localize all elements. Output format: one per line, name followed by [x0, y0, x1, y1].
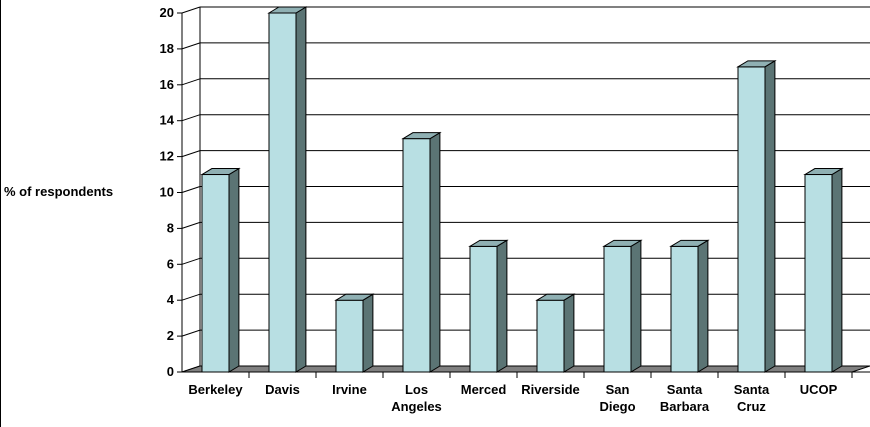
- bar: [334, 293, 375, 373]
- x-tick-label: UCOP: [800, 382, 838, 397]
- bar: [200, 167, 241, 373]
- bar-top: [803, 168, 844, 176]
- gridline-depth: [181, 6, 201, 14]
- bar-side: [764, 59, 776, 373]
- bar: [267, 6, 308, 373]
- bar-side: [228, 167, 240, 373]
- bar-side: [496, 239, 508, 373]
- bar-top: [468, 239, 509, 247]
- bar-top: [401, 132, 442, 140]
- bar-top: [334, 293, 375, 301]
- x-tick-labels: Berkeley Davis Irvine Los Angeles Merced River…: [188, 382, 837, 414]
- x-tick-label: Los Angeles: [391, 382, 442, 414]
- x-tick-label: Irvine: [332, 382, 367, 397]
- y-tick-label: 18: [160, 41, 174, 56]
- gridline-depth: [181, 257, 201, 265]
- bar-front: [402, 138, 431, 373]
- y-tick-label: 14: [160, 113, 175, 128]
- y-tick-label: 2: [167, 328, 174, 343]
- bar: [736, 59, 777, 373]
- y-axis-label: % of respondents: [4, 184, 114, 199]
- bar-side: [630, 239, 642, 373]
- bar-side: [362, 293, 374, 373]
- bar-front: [804, 174, 833, 373]
- bar: [803, 167, 844, 373]
- bar-side: [831, 167, 843, 373]
- y-tick-label: 0: [167, 364, 174, 379]
- gridline-depth: [181, 293, 201, 301]
- y-tick-label: 6: [167, 256, 174, 271]
- bar-front: [670, 245, 699, 373]
- gridline-depth: [181, 186, 201, 193]
- bar-top: [200, 168, 241, 176]
- bar-front: [335, 299, 364, 373]
- y-tick-label: 20: [160, 5, 174, 20]
- x-tick-label: Santa Barbara: [660, 382, 710, 414]
- x-tick-label: San Diego: [599, 382, 635, 414]
- y-tick-label: 16: [160, 77, 174, 92]
- bar: [535, 293, 576, 373]
- y-tick-label: 4: [167, 292, 175, 307]
- bar-front: [737, 66, 766, 373]
- bar-side: [697, 239, 709, 373]
- gridline-depth: [181, 221, 201, 229]
- y-tick-label: 8: [167, 220, 174, 235]
- x-tick-label: Berkeley: [188, 382, 243, 397]
- gridline-depth: [181, 150, 201, 158]
- left-frame-edge: [0, 0, 1, 427]
- bar: [468, 239, 509, 373]
- gridline-depth: [181, 78, 201, 86]
- bar-front: [268, 12, 297, 373]
- x-tick-label: Davis: [265, 382, 300, 397]
- x-tick-label: Santa Cruz: [734, 382, 770, 414]
- bar: [602, 239, 643, 373]
- x-tick-label: Merced: [461, 382, 507, 397]
- y-tick-label: 10: [160, 185, 174, 200]
- bar-front: [603, 245, 632, 373]
- bar: [669, 239, 710, 373]
- bar-top: [602, 239, 643, 247]
- y-tick-labels: 0 2 4 6 8 10 12 14 16 18 20: [160, 5, 175, 379]
- bar-top: [669, 239, 710, 247]
- y-tick-label: 12: [160, 149, 174, 164]
- bar-side: [295, 6, 307, 373]
- bar-side: [429, 131, 441, 373]
- bar-front: [469, 245, 498, 373]
- bar-front: [201, 174, 230, 373]
- bars: [200, 6, 844, 373]
- bar-front: [536, 299, 565, 373]
- bar-top: [535, 293, 576, 301]
- gridline-depth: [181, 42, 201, 50]
- bar-top: [267, 6, 308, 14]
- bar: [401, 131, 442, 373]
- gridline-depth: [181, 114, 201, 122]
- gridline-depth: [181, 329, 201, 337]
- x-tick-label: Riverside: [521, 382, 580, 397]
- bar-side: [563, 293, 575, 373]
- bar-top: [736, 60, 777, 68]
